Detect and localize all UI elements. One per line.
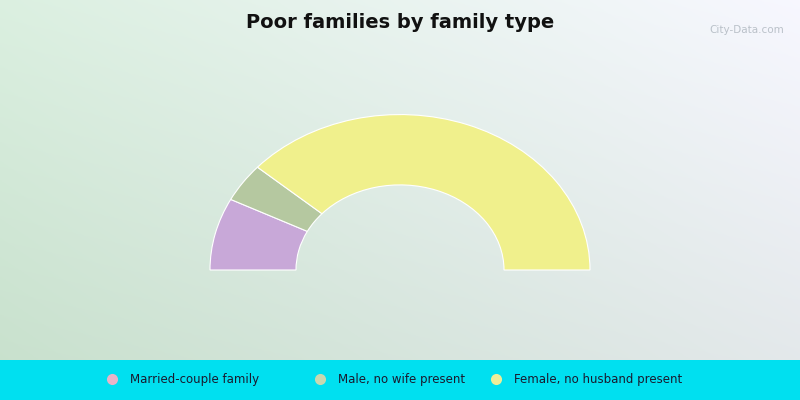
Wedge shape bbox=[258, 114, 590, 270]
Text: Married-couple family: Married-couple family bbox=[130, 373, 258, 386]
Text: City-Data.com: City-Data.com bbox=[710, 24, 784, 34]
Text: Poor families by family type: Poor families by family type bbox=[246, 13, 554, 32]
Text: Male, no wife present: Male, no wife present bbox=[338, 373, 465, 386]
Text: Female, no husband present: Female, no husband present bbox=[514, 373, 682, 386]
Wedge shape bbox=[230, 167, 322, 231]
Wedge shape bbox=[210, 200, 307, 270]
